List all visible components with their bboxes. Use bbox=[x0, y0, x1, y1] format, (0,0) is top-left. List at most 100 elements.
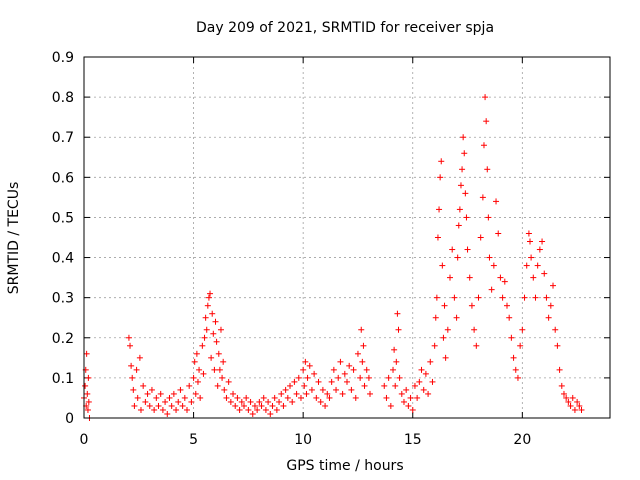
data-point bbox=[295, 374, 302, 381]
data-point bbox=[251, 402, 258, 409]
data-point bbox=[398, 390, 405, 397]
y-axis-label: SRMTID / TECUs bbox=[6, 182, 22, 295]
data-point bbox=[162, 398, 169, 405]
data-point bbox=[543, 294, 550, 301]
data-point bbox=[184, 406, 191, 413]
data-point bbox=[523, 262, 530, 269]
data-point bbox=[337, 358, 344, 365]
data-point bbox=[567, 402, 574, 409]
data-point bbox=[293, 390, 300, 397]
data-point bbox=[284, 394, 291, 401]
data-point bbox=[547, 302, 554, 309]
data-point bbox=[512, 366, 519, 373]
y-tick-label: 0.6 bbox=[52, 170, 74, 186]
data-point bbox=[208, 354, 215, 361]
data-point bbox=[219, 374, 226, 381]
data-point bbox=[396, 374, 403, 381]
data-point bbox=[517, 342, 524, 349]
x-tick-label: 20 bbox=[513, 432, 531, 448]
data-point bbox=[497, 274, 504, 281]
data-point bbox=[416, 378, 423, 385]
x-tick-labels: 0 5 10 15 20 bbox=[80, 432, 532, 448]
data-point bbox=[532, 294, 539, 301]
data-point bbox=[395, 326, 402, 333]
data-point bbox=[238, 398, 245, 405]
data-point bbox=[190, 374, 197, 381]
data-point bbox=[449, 246, 456, 253]
y-tick-label: 0 bbox=[65, 411, 74, 427]
data-point bbox=[440, 334, 447, 341]
data-point bbox=[324, 390, 331, 397]
data-point bbox=[576, 402, 583, 409]
data-point bbox=[534, 262, 541, 269]
y-tick-label: 0.1 bbox=[52, 371, 74, 387]
data-point bbox=[333, 386, 340, 393]
data-point bbox=[383, 394, 390, 401]
data-point bbox=[223, 394, 230, 401]
data-point bbox=[313, 394, 320, 401]
data-point bbox=[462, 190, 469, 197]
data-point bbox=[460, 134, 467, 141]
data-point bbox=[278, 390, 285, 397]
data-point bbox=[196, 366, 203, 373]
data-point bbox=[361, 382, 368, 389]
data-point bbox=[262, 406, 269, 413]
data-point bbox=[414, 394, 421, 401]
data-point bbox=[136, 354, 143, 361]
data-point bbox=[493, 198, 500, 205]
data-point bbox=[204, 302, 211, 309]
data-point bbox=[201, 334, 208, 341]
data-point bbox=[177, 386, 184, 393]
data-point bbox=[205, 294, 212, 301]
data-point bbox=[317, 398, 324, 405]
x-tick-label: 5 bbox=[189, 432, 198, 448]
data-point bbox=[485, 214, 492, 221]
data-point bbox=[199, 342, 206, 349]
data-point bbox=[220, 358, 227, 365]
x-tick-label: 0 bbox=[80, 432, 89, 448]
data-point bbox=[267, 410, 274, 417]
data-point bbox=[418, 366, 425, 373]
data-point bbox=[539, 238, 546, 245]
axis-ticks bbox=[83, 56, 610, 419]
data-point bbox=[431, 342, 438, 349]
data-point bbox=[256, 398, 263, 405]
data-point bbox=[84, 406, 91, 413]
data-point bbox=[168, 402, 175, 409]
data-point bbox=[140, 382, 147, 389]
data-point bbox=[556, 366, 563, 373]
data-point bbox=[457, 182, 464, 189]
data-point bbox=[210, 330, 217, 337]
data-point bbox=[503, 302, 510, 309]
data-point bbox=[346, 362, 353, 369]
data-point bbox=[442, 354, 449, 361]
data-point bbox=[341, 370, 348, 377]
data-point bbox=[420, 386, 427, 393]
data-point bbox=[381, 382, 388, 389]
data-point bbox=[350, 366, 357, 373]
data-point bbox=[536, 246, 543, 253]
data-point bbox=[477, 234, 484, 241]
data-point bbox=[269, 402, 276, 409]
data-point bbox=[571, 406, 578, 413]
data-point bbox=[552, 326, 559, 333]
data-point bbox=[344, 378, 350, 385]
data-point bbox=[133, 366, 140, 373]
data-point bbox=[508, 334, 515, 341]
data-point bbox=[560, 390, 567, 397]
data-point bbox=[203, 326, 210, 333]
data-point bbox=[213, 338, 220, 345]
data-point bbox=[130, 386, 137, 393]
data-point bbox=[439, 262, 446, 269]
data-point bbox=[521, 294, 528, 301]
data-point bbox=[495, 230, 502, 237]
data-point bbox=[291, 378, 298, 385]
data-point bbox=[173, 406, 180, 413]
data-point bbox=[194, 378, 201, 385]
data-point bbox=[260, 394, 267, 401]
data-point bbox=[311, 370, 318, 377]
data-point bbox=[451, 294, 458, 301]
data-point bbox=[358, 326, 365, 333]
data-point bbox=[506, 314, 513, 321]
